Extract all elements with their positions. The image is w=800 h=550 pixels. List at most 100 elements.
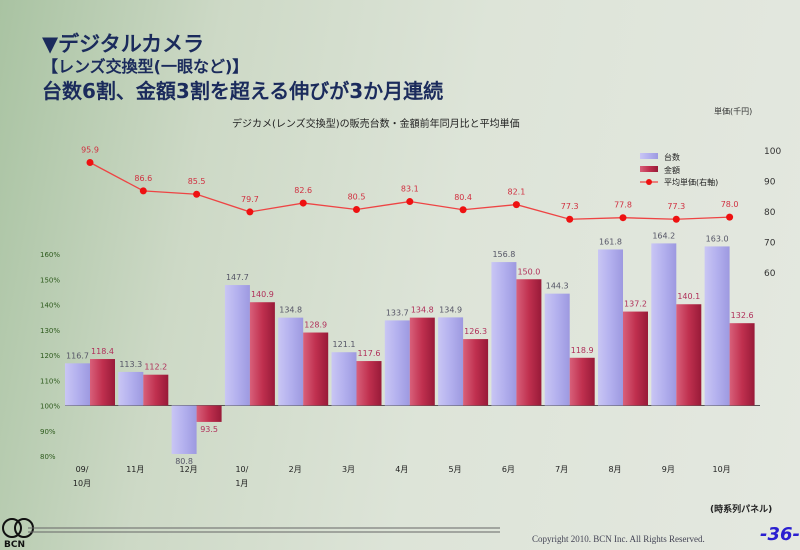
legend-label-units: 台数 [664,152,680,162]
bar-amount-label: 140.9 [251,290,274,299]
avg-price-label: 80.5 [348,192,366,201]
bar-amount [569,357,595,406]
avg-price-point [459,206,467,214]
bar-units-label: 80.8 [175,457,193,466]
bar-units [384,320,410,406]
bar-units-label: 116.7 [66,351,89,360]
bar-units-label: 147.7 [226,273,249,282]
bar-units [704,246,730,406]
bar-units [438,317,464,406]
bar-amount-label: 93.5 [200,425,218,434]
legend-swatch-amount [640,166,658,172]
chart-title: デジカメ(レンズ交換型)の販売台数・金額前年同月比と平均単価 [232,119,520,130]
logo-text: BCN [4,540,25,550]
x-tick-label: 10月 [713,465,731,474]
bar-amount-label: 134.8 [411,306,434,315]
bar-amount-label: 126.3 [464,327,487,336]
bar-units-label: 133.7 [386,308,409,317]
slide-subheading: 【レンズ交換型(一眼など)】 [42,57,249,76]
bar-amount [676,304,702,406]
bar-units [278,317,304,406]
avg-price-label: 77.3 [667,202,685,211]
avg-price-point [139,187,147,195]
avg-price-label: 79.7 [241,195,259,204]
x-tick-label: 7月 [555,465,568,474]
bar-units [65,363,90,406]
copyright: Copyright 2010. BCN Inc. All Rights Rese… [532,534,705,544]
bar-units [544,293,570,406]
x-tick-label: 5月 [449,465,462,474]
left-axis-tick: 160% [40,251,60,259]
bar-units-label: 163.0 [706,234,729,243]
avg-price-label: 82.6 [294,186,312,195]
left-axis-tick: 90% [40,428,56,436]
bar-units [331,352,357,406]
bar-units-label: 121.1 [333,340,356,349]
avg-price-point [619,214,627,222]
right-axis-unit: 単価(千円) [714,107,753,116]
x-tick-label: 4月 [395,465,408,474]
avg-price-label: 85.5 [188,177,206,186]
avg-price-point [193,190,201,198]
x-tick-label: 9月 [662,465,675,474]
slide-headline: 台数6割、金額3割を超える伸びが3か月連続 [42,79,444,103]
avg-price-label: 77.8 [614,201,632,210]
avg-price-point [299,199,307,207]
left-axis-tick: 120% [40,352,60,360]
bar-amount [516,279,542,406]
bar-units-label: 164.2 [652,231,675,240]
bar-amount-label: 150.0 [517,267,540,276]
bar-units [651,243,677,406]
bar-amount-label: 132.6 [731,311,754,320]
avg-price-label: 80.4 [454,193,472,202]
left-axis-tick: 150% [40,276,60,284]
bar-amount [303,332,329,406]
x-tick-label: 2月 [289,465,302,474]
avg-price-point [566,215,574,223]
legend-swatch-units [640,153,658,159]
legend-label-amount: 金額 [664,165,680,175]
bar-amount [409,317,435,406]
right-axis-tick: 90 [764,178,776,188]
bar-amount-label: 117.6 [358,349,381,358]
avg-price-label: 82.1 [507,188,525,197]
bar-units-label: 134.8 [279,306,302,315]
left-axis-tick: 110% [40,377,60,385]
bar-units [598,249,623,406]
right-axis-tick: 60 [764,269,776,279]
bar-units-label: 144.3 [546,282,569,291]
bar-units [118,371,144,406]
avg-price-point [86,159,94,167]
bar-amount-label: 128.9 [304,321,327,330]
avg-price-label: 83.1 [401,185,419,194]
bar-amount-label: 137.2 [624,300,647,309]
bar-amount [729,323,755,406]
page-number: -36- [760,524,800,545]
x-tick-label: 1月 [235,479,248,488]
bar-amount [623,311,648,406]
bar-amount [249,302,275,406]
x-tick-label: 09/ [76,465,89,474]
x-tick-label: 8月 [608,465,621,474]
bar-amount-label: 140.1 [677,292,700,301]
x-tick-label: 10/ [235,465,248,474]
bar-units-label: 156.8 [492,250,515,259]
left-axis-tick: 130% [40,327,60,335]
bar-amount-label: 112.2 [144,363,167,372]
panel-note: (時系列パネル) [710,505,773,515]
bar-amount [143,374,169,406]
x-tick-label: 3月 [342,465,355,474]
bar-amount-label: 118.4 [91,347,114,356]
slide-heading: ▼デジタルカメラ [42,32,205,56]
bar-amount [356,361,382,406]
avg-price-point [246,208,254,216]
bar-amount-label: 118.9 [571,346,594,355]
right-axis-tick: 70 [764,239,776,249]
avg-price-point [512,201,520,209]
bar-amount [463,339,489,406]
avg-price-label: 78.0 [721,200,739,209]
legend-label-avg-price: 平均単価(右軸) [664,177,718,187]
avg-price-point [406,198,414,206]
avg-price-label: 95.9 [81,146,99,155]
